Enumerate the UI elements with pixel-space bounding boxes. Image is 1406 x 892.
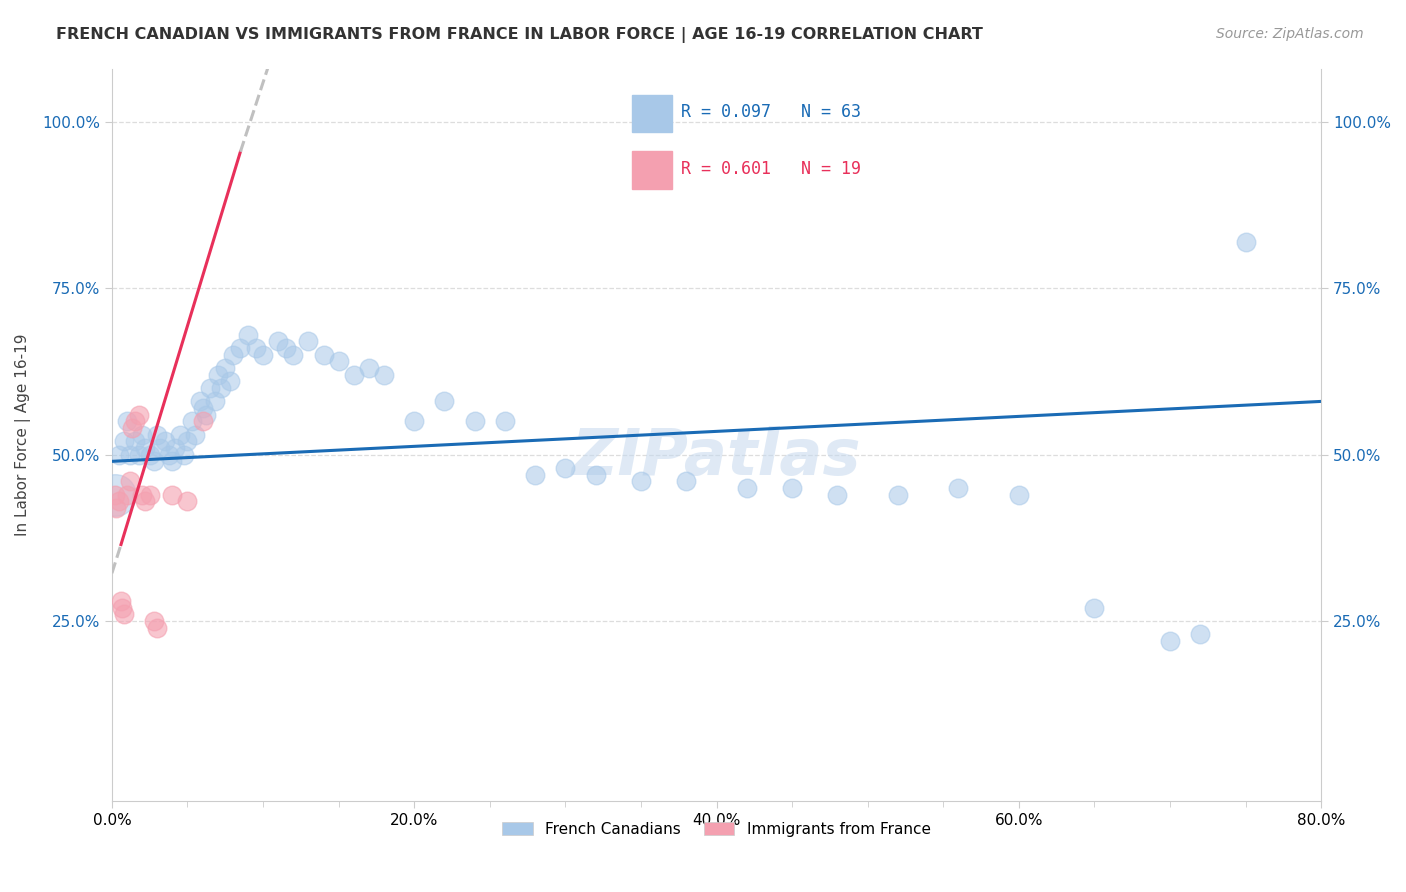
- Point: [115, 414, 138, 428]
- Point: [134, 441, 156, 455]
- Point: [157, 448, 180, 462]
- Point: [188, 394, 211, 409]
- Point: [131, 427, 153, 442]
- Point: [146, 621, 169, 635]
- Point: [143, 614, 166, 628]
- Point: [176, 434, 198, 449]
- Point: [214, 361, 236, 376]
- Point: [104, 488, 127, 502]
- Point: [780, 481, 803, 495]
- Point: [124, 434, 146, 449]
- Point: [134, 494, 156, 508]
- Point: [146, 427, 169, 442]
- Point: [149, 441, 172, 455]
- Point: [173, 448, 195, 462]
- Point: [120, 475, 142, 489]
- Text: FRENCH CANADIAN VS IMMIGRANTS FROM FRANCE IN LABOR FORCE | AGE 16-19 CORRELATION: FRENCH CANADIAN VS IMMIGRANTS FROM FRANC…: [56, 27, 983, 43]
- Point: [204, 394, 226, 409]
- Text: ZIPatlas: ZIPatlas: [572, 425, 862, 488]
- Point: [124, 414, 146, 428]
- Point: [328, 354, 350, 368]
- Point: [198, 381, 221, 395]
- Point: [169, 427, 191, 442]
- Point: [1008, 488, 1031, 502]
- Y-axis label: In Labor Force | Age 16-19: In Labor Force | Age 16-19: [15, 334, 31, 536]
- Point: [121, 421, 143, 435]
- Legend: French Canadians, Immigrants from France: French Canadians, Immigrants from France: [495, 814, 938, 845]
- Point: [153, 434, 176, 449]
- Point: [218, 375, 240, 389]
- Point: [120, 448, 142, 462]
- Point: [630, 475, 652, 489]
- Point: [887, 488, 910, 502]
- Point: [105, 500, 128, 515]
- Point: [252, 348, 274, 362]
- Point: [111, 600, 134, 615]
- Point: [131, 488, 153, 502]
- Point: [433, 394, 456, 409]
- Point: [1083, 600, 1105, 615]
- Point: [191, 414, 214, 428]
- Point: [194, 408, 217, 422]
- Point: [827, 488, 849, 502]
- Point: [1189, 627, 1212, 641]
- Point: [245, 341, 267, 355]
- Point: [404, 414, 426, 428]
- Point: [108, 494, 131, 508]
- Point: [1159, 634, 1181, 648]
- Point: [236, 327, 259, 342]
- Point: [222, 348, 245, 362]
- Point: [110, 594, 132, 608]
- Text: Source: ZipAtlas.com: Source: ZipAtlas.com: [1216, 27, 1364, 41]
- Point: [108, 448, 131, 462]
- Point: [209, 381, 232, 395]
- Point: [184, 427, 207, 442]
- Point: [128, 408, 150, 422]
- Point: [191, 401, 214, 415]
- Point: [274, 341, 297, 355]
- Point: [948, 481, 970, 495]
- Point: [207, 368, 229, 382]
- Point: [373, 368, 395, 382]
- Point: [162, 488, 184, 502]
- Point: [297, 334, 319, 349]
- Point: [143, 454, 166, 468]
- Point: [283, 348, 305, 362]
- Point: [267, 334, 290, 349]
- Point: [112, 434, 135, 449]
- Point: [524, 467, 547, 482]
- Point: [735, 481, 758, 495]
- Point: [115, 488, 138, 502]
- Point: [165, 441, 187, 455]
- Point: [162, 454, 184, 468]
- Point: [675, 475, 697, 489]
- Point: [585, 467, 607, 482]
- Point: [138, 448, 160, 462]
- Point: [464, 414, 486, 428]
- Point: [343, 368, 366, 382]
- Point: [181, 414, 204, 428]
- Point: [104, 488, 127, 502]
- Point: [128, 448, 150, 462]
- Point: [312, 348, 335, 362]
- Point: [357, 361, 380, 376]
- Point: [494, 414, 516, 428]
- Point: [1234, 235, 1257, 249]
- Point: [176, 494, 198, 508]
- Point: [554, 461, 576, 475]
- Point: [229, 341, 252, 355]
- Point: [112, 607, 135, 622]
- Point: [138, 488, 160, 502]
